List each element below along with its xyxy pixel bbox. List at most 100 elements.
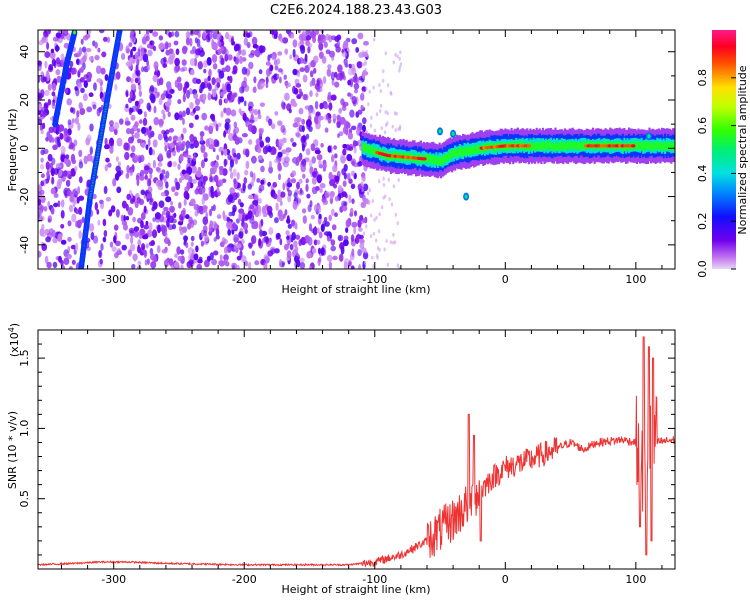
heatmap-noise-cell	[111, 246, 117, 252]
heatmap-noise-cell	[241, 133, 248, 138]
heatmap-noise-cell	[168, 127, 174, 133]
heatmap-noise-cell	[306, 119, 312, 128]
heatmap-noise-cell	[330, 245, 337, 252]
heatmap-noise-cell	[380, 126, 383, 131]
heatmap-band-cell	[673, 140, 675, 149]
heatmap-noise-cell	[258, 69, 263, 75]
heatmap-noise-cell	[349, 109, 355, 118]
heatmap-noise-cell	[194, 105, 201, 112]
heatmap-noise-cell	[300, 46, 306, 54]
heatmap-noise-cell	[158, 200, 165, 208]
heatmap-noise-cell	[222, 83, 225, 90]
heatmap-noise-cell	[342, 102, 346, 108]
heatmap-noise-cell	[166, 153, 172, 159]
heatmap-noise-cell	[168, 135, 172, 142]
heatmap-noise-cell	[318, 256, 322, 263]
heatmap-band-cell	[634, 143, 637, 152]
heatmap-noise-cell	[194, 98, 201, 106]
heatmap-noise-cell	[215, 234, 220, 240]
heatmap-noise-cell	[114, 121, 120, 130]
heatmap-noise-cell	[218, 146, 224, 153]
heatmap-band-cell	[548, 140, 551, 149]
heatmap-noise-cell	[289, 244, 294, 251]
heatmap-noise-cell	[239, 86, 245, 94]
heatmap-noise-cell	[241, 49, 247, 56]
heatmap-noise-cell	[223, 148, 228, 156]
snr-scale-label: (x104)	[7, 323, 21, 357]
heatmap-noise-cell	[222, 168, 228, 176]
heatmap-noise-cell	[86, 153, 93, 162]
heatmap-noise-cell	[190, 235, 195, 242]
heatmap-noise-cell	[234, 56, 240, 65]
heatmap-noise-cell	[136, 128, 141, 133]
heatmap-noise-cell	[307, 46, 311, 54]
heatmap-noise-cell	[379, 109, 382, 113]
heatmap-noise-cell	[357, 161, 363, 167]
heatmap-noise-cell	[332, 113, 337, 120]
heatmap-band-cell	[668, 141, 671, 150]
heatmap-noise-cell	[144, 259, 148, 266]
heatmap-noise-cell	[81, 216, 85, 224]
heatmap-noise-cell	[268, 118, 273, 126]
heatmap-noise-cell	[343, 235, 349, 241]
heatmap-noise-cell	[103, 185, 108, 195]
heatmap-noise-cell	[60, 210, 65, 219]
heatmap-noise-cell	[320, 34, 326, 44]
heatmap-noise-cell	[60, 145, 66, 155]
heatmap-noise-cell	[272, 182, 278, 188]
heatmap-noise-cell	[223, 158, 227, 167]
heatmap-noise-cell	[125, 117, 129, 126]
heatmap-band-cell	[479, 145, 482, 154]
heatmap-noise-cell	[174, 261, 179, 269]
heatmap-noise-cell	[121, 244, 127, 251]
heatmap-noise-cell	[165, 196, 172, 203]
heatmap-noise-cell	[119, 118, 124, 125]
heatmap-noise-cell	[133, 231, 140, 238]
heatmap-noise-cell	[134, 77, 139, 84]
heatmap-noise-cell	[40, 163, 45, 170]
heatmap-noise-cell	[96, 78, 102, 83]
heatmap-noise-cell	[76, 50, 82, 58]
heatmap-noise-cell	[94, 202, 98, 211]
heatmap-noise-cell	[150, 253, 156, 261]
heatmap-band-cell	[552, 142, 555, 151]
heatmap-noise-cell	[46, 261, 52, 269]
heatmap-noise-cell	[296, 181, 300, 190]
heatmap-noise-cell	[171, 223, 177, 230]
heatmap-noise-cell	[248, 242, 253, 249]
heatmap-noise-cell	[335, 46, 342, 53]
heatmap-noise-cell	[136, 58, 140, 66]
heatmap-blob	[647, 134, 651, 139]
heatmap-noise-cell	[38, 118, 43, 125]
heatmap-noise-cell	[141, 36, 147, 45]
heatmap-noise-cell	[337, 133, 340, 139]
heatmap-noise-cell	[316, 174, 322, 184]
heatmap-noise-cell	[331, 154, 335, 163]
heatmap-noise-cell	[183, 198, 187, 206]
heatmap-noise-cell	[353, 146, 357, 154]
heatmap-noise-cell	[65, 132, 70, 139]
heatmap-noise-cell	[127, 136, 134, 144]
heatmap-noise-cell	[234, 43, 240, 51]
heatmap-noise-cell	[259, 229, 263, 237]
heatmap-noise-cell	[327, 117, 332, 124]
heatmap-noise-cell	[260, 179, 265, 185]
heatmap-noise-cell	[189, 58, 196, 66]
heatmap-band-peak	[422, 157, 427, 161]
heatmap-noise-cell	[106, 36, 111, 43]
heatmap-band-cell	[543, 143, 546, 152]
heatmap-noise-cell	[47, 98, 52, 106]
heatmap-noise-cell	[158, 35, 164, 41]
heatmap-noise-cell	[330, 94, 337, 101]
heatmap-noise-cell	[190, 159, 195, 167]
heatmap-noise-cell	[243, 100, 247, 107]
heatmap-noise-cell	[78, 206, 83, 215]
heatmap-noise-cell	[256, 178, 261, 183]
heatmap-noise-cell	[158, 153, 163, 162]
heatmap-noise-cell	[345, 227, 349, 234]
heatmap-noise-cell	[232, 208, 236, 213]
heatmap-noise-cell	[86, 77, 92, 83]
heatmap-noise-cell	[233, 152, 237, 158]
heatmap-noise-cell	[320, 223, 325, 232]
heatmap-noise-cell	[212, 204, 216, 212]
